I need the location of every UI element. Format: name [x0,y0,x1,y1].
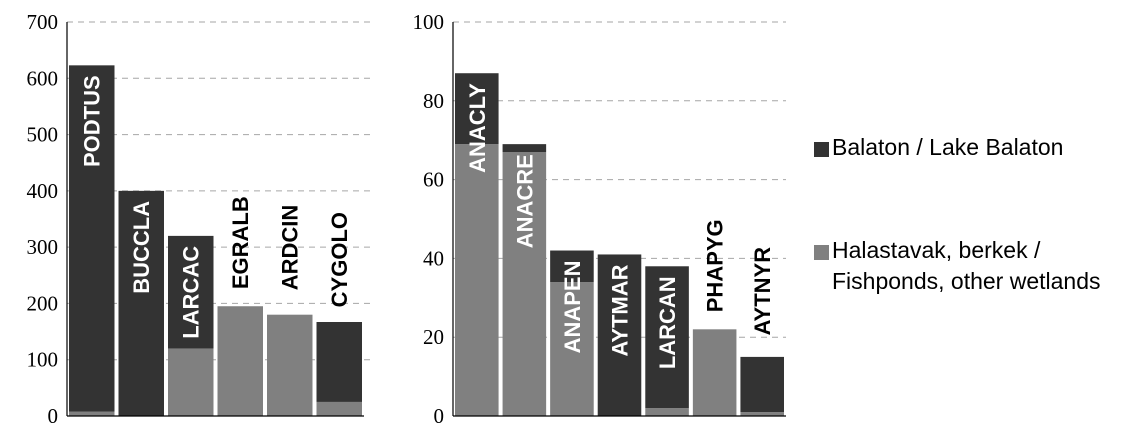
bar-label-anacly: ANACLY [465,83,490,173]
bar-segment-balaton-anacly [455,73,499,145]
bar-label-aytmar: AYTMAR [608,264,633,356]
bar-segment-balaton-cygolo [316,322,362,402]
bar-segment-balaton-aytmar [597,254,642,416]
chart-legend: Balaton / Lake Balaton Halastavak, berkek… [814,134,1101,294]
y-tick-label: 300 [27,235,59,259]
y-tick-label: 80 [423,89,444,113]
bar-label-anacre: ANACRE [512,154,537,248]
bar-segment-balaton-larcac [168,235,214,349]
bar-segment-balaton-buccla [118,190,164,416]
y-tick-label: 400 [27,179,59,203]
bar-label-aytnyr: AYTNYR [750,247,775,336]
bar-label-anapen: ANAPEN [560,261,585,354]
legend-label-fishponds: Halastavak, berkek / [832,237,1041,263]
y-tick-label: 700 [27,10,59,34]
bar-segment-fishponds-larcan [645,408,689,416]
legend-swatch-fishponds [814,245,829,260]
y-tick-label: 500 [27,123,59,147]
bar-label-ardcin: ARDCIN [278,205,303,291]
bar-segment-fishponds-podtus [69,411,115,416]
y-tick-label: 20 [423,325,444,349]
bar-segment-fishponds-anacre [502,152,547,416]
legend-swatch-balaton [814,142,829,157]
bar-segment-balaton-larcan [645,266,689,409]
y-tick-label: 0 [434,404,445,428]
bar-segment-balaton-podtus [69,65,115,412]
y-tick-label: 60 [423,168,444,192]
y-tick-label: 40 [423,246,444,270]
bar-segment-fishponds-phapyg [692,329,737,416]
y-tick-label: 0 [48,404,59,428]
bar-segment-fishponds-anacly [455,144,499,416]
right-bar-chart: 0 20 40 60 80 100 ANACLY ANACRE ANAPEN AYTMAR LARC… [413,10,786,428]
bar-segment-fishponds-larcac [168,348,214,416]
bar-label-podtus: PODTUS [80,75,105,167]
bar-segment-fishponds-ardcin [267,314,313,416]
y-tick-label: 200 [27,291,59,315]
legend-label-balaton: Balaton / Lake Balaton [832,134,1063,160]
bar-label-buccla: BUCCLA [129,201,154,294]
bar-label-cygolo: CYGOLO [327,212,352,307]
bar-label-larcan: LARCAN [655,276,680,369]
bar-segment-balaton-aytnyr [740,356,784,413]
bar-segment-balaton-anapen [550,250,594,283]
bar-segment-fishponds-aytnyr [740,412,784,416]
bar-label-larcac: LARCAC [179,246,204,339]
y-tick-label: 100 [27,348,59,372]
y-tick-label: 100 [413,10,445,34]
y-tick-label: 600 [27,66,59,90]
bar-segment-fishponds-cygolo [316,401,362,416]
bar-segment-fishponds-anapen [550,282,594,416]
bar-segment-fishponds-egralb [217,306,263,416]
legend-label-fishponds: Fishponds, other wetlands [832,268,1101,294]
bar-label-phapyg: PHAPYG [703,219,728,312]
left-bar-chart: 0 100 200 300 400 500 600 700 PODTUS BUCCLA LARCAC… [27,10,372,428]
bar-label-egralb: EGRALB [228,196,253,289]
bar-segment-balaton-anacre [502,144,547,153]
